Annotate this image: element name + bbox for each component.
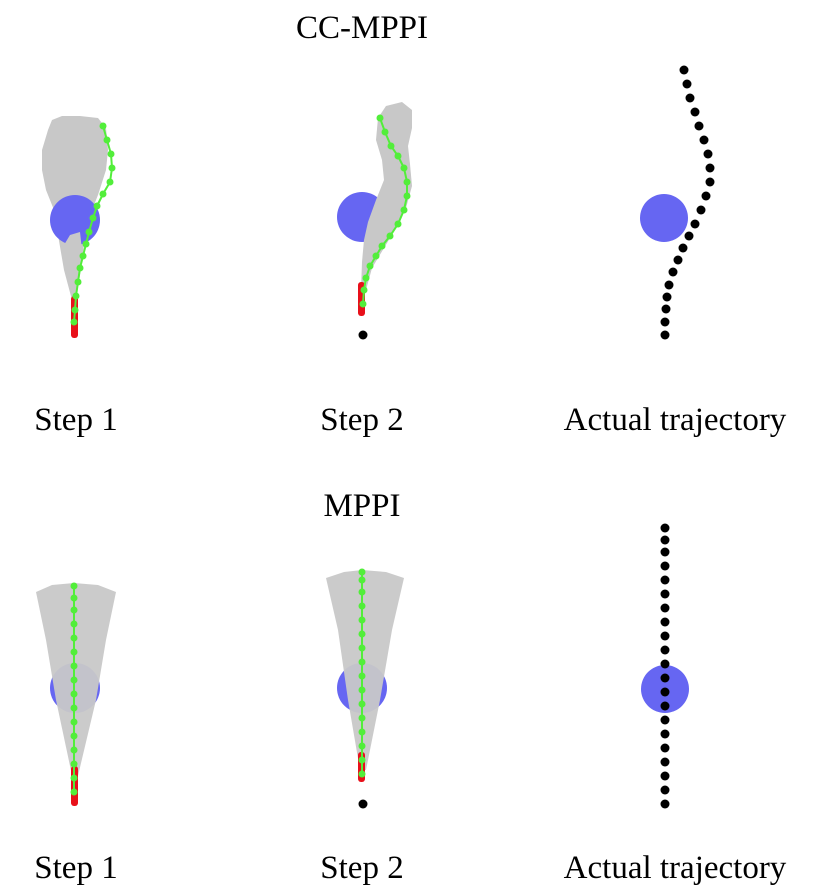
panel-cc-mppi-step-2: Step 2 [320, 102, 412, 438]
obstacle-circle [640, 194, 688, 242]
panel-mppi-step-2: Step 2 [320, 568, 404, 886]
planned-path [73, 125, 114, 323]
planned-path-dots [70, 582, 78, 796]
actual-path-dots [660, 523, 670, 809]
panel-cc-mppi-actual: Actual trajectory [564, 65, 787, 438]
caption-step-2: Step 2 [320, 850, 403, 886]
caption-step-1: Step 1 [34, 850, 117, 886]
sample-trajectories [361, 102, 412, 290]
caption-actual-trajectory: Actual trajectory [564, 402, 787, 438]
section-title-mppi: MPPI [323, 488, 400, 524]
planned-path [362, 117, 408, 305]
actual-path-dot [358, 799, 368, 809]
sample-trajectories [326, 570, 404, 770]
section-cc-mppi: CC-MPPI Step 1 [34, 10, 787, 438]
panel-mppi-step-1: Step 1 [34, 582, 118, 886]
caption-step-1: Step 1 [34, 402, 117, 438]
actual-path-dots [660, 65, 715, 340]
caption-actual-trajectory: Actual trajectory [564, 850, 787, 886]
caption-step-2: Step 2 [320, 402, 403, 438]
panel-cc-mppi-step-1: Step 1 [34, 116, 118, 438]
section-title-cc-mppi: CC-MPPI [296, 10, 428, 46]
planned-path-dots [359, 114, 411, 308]
panel-mppi-actual: Actual trajectory [564, 523, 787, 886]
planned-path-dots [70, 122, 116, 326]
section-mppi: MPPI Step 1 [34, 488, 787, 886]
actual-path-dot [358, 330, 368, 340]
planned-path-dots [358, 568, 366, 778]
